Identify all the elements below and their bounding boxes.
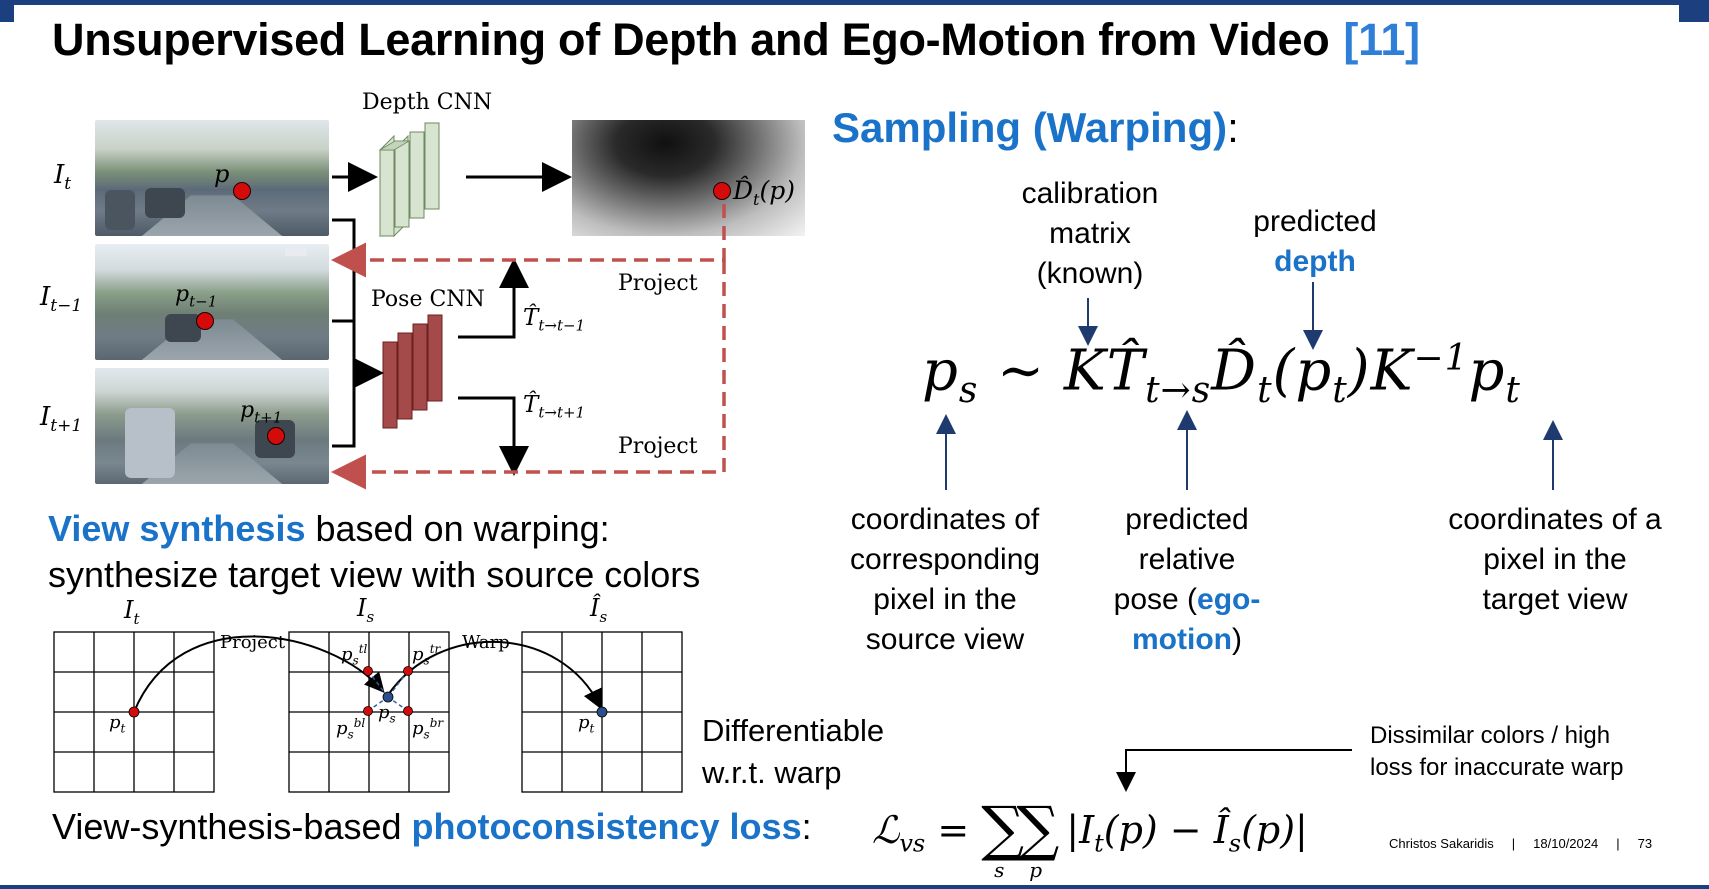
pose-line-1: predicted [1125,503,1249,536]
loss-note-line-2: loss for inaccurate warp [1370,754,1624,781]
source-coords-line-4: source view [865,623,1025,656]
view-synthesis-line-1: View synthesis based on warping: [48,508,610,549]
source-coords-line-1: coordinates of [850,503,1040,536]
grid-label-ps-tr: pstr [412,642,441,668]
grid-label-ps: ps [378,702,396,726]
sampling-heading-text: Sampling (Warping) [832,104,1228,151]
calibration-line-3: (known) [1036,257,1144,290]
frame-image-t [95,120,329,236]
point-p [233,182,251,200]
pipeline-arrows [331,122,726,490]
grid-label-ps-bl: psbl [336,716,366,742]
point-p-t-minus-1 [196,312,214,330]
depth-output-label: D̂t(p) [733,176,795,209]
slide-footer: Christos Sakaridis | 18/10/2024 | 73 [1389,836,1653,851]
bottom-bar [0,885,1709,889]
top-left-corner-block [0,0,14,22]
source-coords-line-3: pixel in the [873,583,1017,616]
depth-cnn-label: Depth CNN [362,90,493,115]
loss-equation: ℒvs = ∑s ∑p |It(p) − Îs(p)| [872,794,1308,882]
differentiable-line-2: w.r.t. warp [702,755,842,790]
target-coords-annotation: coordinates of a pixel in the target vie… [1420,500,1690,620]
project-label-top: Project [618,271,698,296]
pose-line-4: motion) [1132,623,1242,656]
point-p-t-plus-1 [267,427,285,445]
slide-title: Unsupervised Learning of Depth and Ego-M… [52,14,1420,66]
predicted-depth-line-2: depth [1274,245,1356,278]
frame-label-t: It [54,160,72,195]
sampling-heading-colon: : [1227,104,1239,151]
top-right-corner-block [1679,0,1709,22]
target-coords-line-1: coordinates of a [1448,503,1662,536]
target-coords-line-2: pixel in the [1483,543,1627,576]
depth-cnn-blocks [378,122,440,238]
grid-title-it: It [124,596,140,628]
point-label-p-t-plus-1: pt+1 [240,398,283,427]
warping-grids [53,631,683,793]
frame-image-t-plus-1 [95,368,329,484]
frame-label-t-minus-1: It−1 [40,282,83,317]
calibration-annotation: calibration matrix (known) [1010,174,1170,294]
loss-note: Dissimilar colors / high loss for inaccu… [1370,720,1623,784]
pose-line-3: pose (ego- [1113,583,1261,616]
predicted-depth-line-1: predicted [1253,205,1377,238]
sampling-heading: Sampling (Warping): [832,104,1239,152]
grid-label-ps-br: psbr [412,716,444,742]
source-coords-line-2: corresponding [849,543,1041,576]
calibration-line-1: calibration [1021,177,1159,210]
differentiable-line-1: Differentiable [702,713,885,748]
predicted-depth-annotation: predicted depth [1230,202,1400,282]
pose-line-2: relative [1138,543,1236,576]
source-coords-annotation: coordinates of corresponding pixel in th… [830,500,1060,660]
pose-label-t-to-t-plus-1: T̂t→t+1 [523,392,586,422]
pose-cnn-label: Pose CNN [371,287,485,312]
footer-page: 73 [1637,836,1653,851]
grid-label-ps-tl: pstl [341,642,368,668]
view-synthesis-line-2: synthesize target view with source color… [48,554,701,595]
title-reference: [11] [1343,14,1420,65]
differentiable-note: Differentiable w.r.t. warp [702,710,884,794]
pose-cnn-blocks [382,314,443,429]
grid-title-is-hat: Îs [590,594,608,626]
footer-date: 18/10/2024 [1533,836,1599,851]
depth-map-output [572,120,805,236]
loss-line: View-synthesis-based photoconsistency lo… [52,806,812,847]
grid-label-pt-2: pt [578,712,595,736]
calibration-line-2: matrix [1049,217,1131,250]
loss-note-line-1: Dissimilar colors / high [1370,722,1611,749]
top-bar [0,0,1709,5]
point-label-p: p [214,160,230,188]
point-depth [713,182,731,200]
slide-title-text: Unsupervised Learning of Depth and Ego-M… [52,14,1330,65]
pose-label-t-to-t-minus-1: T̂t→t−1 [523,305,586,335]
pose-annotation: predicted relative pose (ego- motion) [1087,500,1287,660]
footer-author: Christos Sakaridis [1389,836,1494,851]
point-label-p-t-minus-1: pt−1 [175,282,218,311]
grid-label-pt-1: pt [109,712,126,736]
warping-equation: ps ∼ KT̂t→sD̂t(pt)K−1pt [922,338,1521,411]
project-label-bottom: Project [618,434,698,459]
grid-title-is: Is [357,594,375,626]
frame-label-t-plus-1: It+1 [40,402,83,437]
target-coords-line-3: target view [1482,583,1628,616]
